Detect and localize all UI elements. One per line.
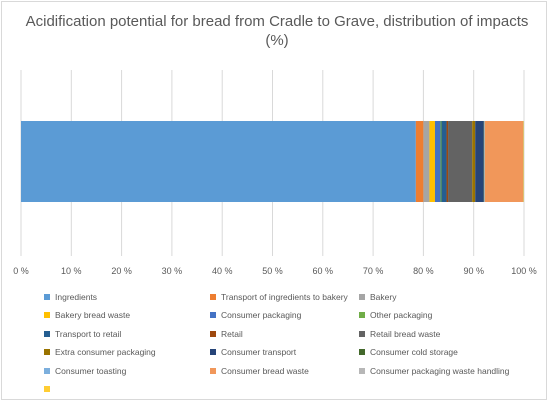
- bar-segment-1: [415, 121, 424, 202]
- legend-label: Bakery: [370, 292, 397, 302]
- x-tick-label: 20 %: [111, 266, 132, 276]
- bar-segment-6: [441, 121, 447, 202]
- legend-swatch: [210, 312, 216, 319]
- legend-swatch: [359, 367, 365, 374]
- legend-label: Transport of ingredients to bakery: [221, 292, 348, 302]
- x-tick-label: 10 %: [61, 266, 82, 276]
- x-tick-label: 60 %: [313, 266, 334, 276]
- x-tick-label: 30 %: [162, 266, 183, 276]
- legend-label: Consumer bread waste: [221, 365, 309, 376]
- bar-segment-9: [472, 121, 476, 202]
- legend-label: Other packaging: [370, 310, 433, 321]
- legend-label: Consumer cold storage: [370, 347, 458, 358]
- bar-segment-14: [522, 121, 524, 202]
- legend-label: Consumer packaging: [221, 310, 302, 321]
- legend-swatch: [44, 367, 50, 374]
- bar-segment-2: [423, 121, 430, 202]
- legend-item: Consumer bread waste: [210, 365, 309, 377]
- bar-segment-11: [483, 121, 485, 202]
- legend-label: Retail bread waste: [370, 328, 441, 339]
- legend-label: Consumer packaging waste handling: [370, 365, 510, 376]
- x-tick-label: 50 %: [262, 266, 283, 276]
- legend-item: [44, 383, 55, 395]
- legend-label: Bakery bread waste: [55, 310, 131, 321]
- legend-item: Consumer transport: [210, 346, 296, 358]
- legend-item: Bakery: [359, 291, 396, 303]
- legend-label: Retail: [221, 328, 243, 339]
- bar-segment-15: [523, 121, 524, 202]
- x-tick-label: 90 %: [463, 266, 484, 276]
- bar-segment-8: [448, 121, 473, 202]
- legend-swatch: [210, 330, 216, 337]
- legend-swatch: [210, 349, 216, 356]
- x-tick-label: 80 %: [413, 266, 434, 276]
- legend-label: Extra consumer packaging: [55, 347, 156, 358]
- legend-item: Consumer packaging: [210, 309, 301, 321]
- bar-segment-12: [484, 121, 485, 202]
- bar-segment-4: [434, 121, 441, 202]
- x-tick-label: 40 %: [212, 266, 233, 276]
- legend-swatch: [44, 349, 50, 356]
- chart-title: Acidification potential for bread from C…: [25, 13, 529, 49]
- legend-item: Transport to retail: [44, 328, 121, 340]
- legend-item: Other packaging: [359, 309, 432, 321]
- legend-label: Ingredients: [55, 292, 98, 302]
- bar-segment-3: [429, 121, 435, 202]
- bar-segment-10: [475, 121, 484, 202]
- legend-item: Consumer toasting: [44, 365, 126, 377]
- legend-item: Consumer cold storage: [359, 346, 458, 358]
- legend-swatch: [44, 294, 50, 300]
- x-tick-label: 0 %: [13, 266, 29, 276]
- x-tick-label: 70 %: [363, 266, 384, 276]
- legend-item: Bakery bread waste: [44, 309, 130, 321]
- legend-item: Extra consumer packaging: [44, 346, 156, 358]
- legend-swatch: [359, 312, 365, 319]
- legend-label: Consumer transport: [221, 347, 297, 358]
- legend-item: Ingredients: [44, 291, 97, 303]
- bar-segment-5: [440, 121, 442, 202]
- legend-item: Transport of ingredients to bakery: [210, 291, 348, 303]
- legend-swatch: [359, 349, 365, 356]
- bar-segment-7: [446, 121, 449, 202]
- bar-segment-0: [21, 121, 416, 202]
- legend-item: Consumer packaging waste handling: [359, 365, 509, 377]
- legend-swatch: [44, 330, 50, 337]
- legend-swatch: [44, 386, 50, 392]
- legend-label: Transport to retail: [55, 328, 122, 339]
- bar-segment-13: [484, 121, 523, 202]
- legend-swatch: [359, 330, 365, 337]
- legend-swatch: [210, 367, 216, 374]
- legend-label: Consumer toasting: [55, 365, 127, 376]
- legend-item: Retail: [210, 328, 243, 340]
- legend-swatch: [210, 294, 216, 300]
- x-tick-label: 100 %: [511, 266, 537, 276]
- legend-swatch: [359, 294, 365, 300]
- legend-item: Retail bread waste: [359, 328, 440, 340]
- legend-swatch: [44, 312, 50, 319]
